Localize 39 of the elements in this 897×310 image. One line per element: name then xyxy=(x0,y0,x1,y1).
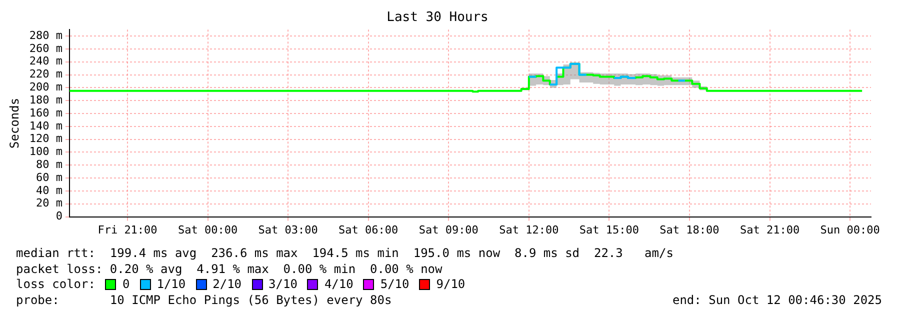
text: median rtt: 199.4 ms avg 236.6 ms max 194.5 ms min 195.0 ms now 8.9 ms sd 22.3 am/s xyxy=(16,246,674,262)
y-tick-label: 160 m xyxy=(29,106,63,120)
x-tick-label: Sat 09:00 xyxy=(418,223,478,236)
text: 4/10 xyxy=(324,277,354,292)
x-tick-label: Sun 00:00 xyxy=(820,223,880,236)
y-tick-label: 280 m xyxy=(29,28,63,42)
y-tick-label: 140 m xyxy=(29,119,63,132)
y-tick-label: 200 m xyxy=(29,80,63,94)
y-tick-label: 0 xyxy=(56,210,63,223)
x-tick-label: Sat 03:00 xyxy=(258,223,318,236)
y-axis-title: Seconds xyxy=(7,98,22,148)
text: 2/10 xyxy=(212,277,242,292)
text: 0 xyxy=(122,277,130,292)
y-tick-label: 180 m xyxy=(29,93,63,106)
y-tick-label: 120 m xyxy=(29,132,63,146)
x-tick-label: Sat 12:00 xyxy=(499,223,559,236)
x-tick-label: Sat 06:00 xyxy=(338,223,398,236)
text: end: Sun Oct 12 00:46:30 2025 xyxy=(672,292,882,308)
text: 9/10 xyxy=(436,277,466,292)
text: loss color: xyxy=(16,277,96,292)
y-tick-label: 60 m xyxy=(36,170,63,184)
x-tick-label: Sat 18:00 xyxy=(660,223,720,236)
y-tick-label: 80 m xyxy=(36,158,63,172)
y-tick-label: 220 m xyxy=(29,68,63,81)
x-tick-label: Sat 00:00 xyxy=(178,223,238,236)
y-tick-label: 100 m xyxy=(29,145,63,158)
chart-title: Last 30 Hours xyxy=(386,10,488,26)
text: 3/10 xyxy=(268,277,298,292)
y-tick-label: 20 m xyxy=(36,196,63,210)
text: 5/10 xyxy=(380,277,410,292)
y-tick-label: 40 m xyxy=(36,184,63,197)
x-tick-label: Sat 21:00 xyxy=(740,223,800,236)
x-tick-label: Fri 21:00 xyxy=(98,223,158,236)
y-tick-label: 240 m xyxy=(29,54,63,68)
y-tick-label: 260 m xyxy=(29,42,63,55)
text: packet loss: 0.20 % avg 4.91 % max 0.00 % min 0.00 % now xyxy=(16,262,442,277)
text: 1/10 xyxy=(156,277,186,292)
text: probe: 10 ICMP Echo Pings (56 Bytes) every 80s xyxy=(16,292,392,308)
x-tick-label: Sat 15:00 xyxy=(579,223,639,236)
